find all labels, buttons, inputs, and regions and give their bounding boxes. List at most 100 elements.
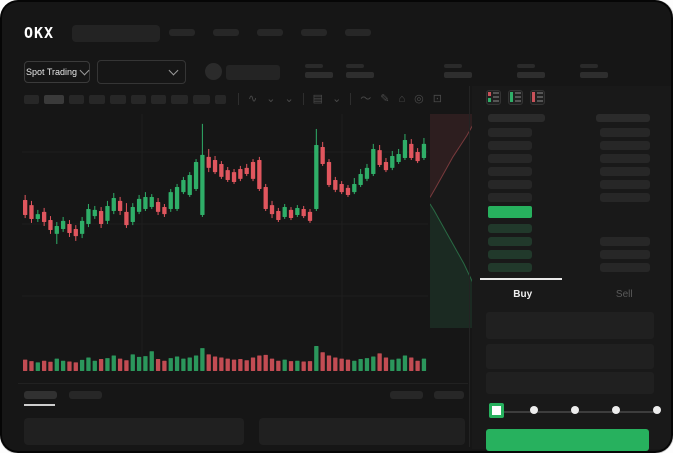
volume-bar	[377, 353, 382, 371]
timeframe-button[interactable]	[215, 95, 226, 104]
slider-step-dot[interactable]	[653, 406, 661, 414]
volume-bar	[225, 358, 230, 371]
depth-asks-area	[430, 114, 480, 198]
timeframe-button[interactable]	[69, 95, 84, 104]
ask-row-amount-placeholder[interactable]	[600, 193, 650, 202]
order-input-placeholder[interactable]	[486, 372, 654, 394]
volume-bar	[415, 360, 420, 371]
bid-row-amount-placeholder[interactable]	[600, 250, 650, 259]
timeframe-button[interactable]	[131, 95, 146, 104]
ask-row-price-placeholder[interactable]	[488, 128, 532, 137]
ask-row-price-placeholder[interactable]	[488, 167, 532, 176]
draw-tool-icon[interactable]: ✎	[380, 93, 390, 105]
orders-tab-active[interactable]	[24, 391, 57, 399]
ask-row-price-placeholder[interactable]	[488, 141, 532, 150]
volume-bar	[98, 359, 104, 371]
candle-body	[409, 143, 414, 158]
ask-row-amount-placeholder[interactable]	[600, 128, 650, 137]
bid-row-price-placeholder[interactable]	[488, 237, 532, 246]
orderbook-asks-icon[interactable]	[530, 90, 545, 105]
slider-step-dot[interactable]	[571, 406, 579, 414]
indicators-icon[interactable]: ▤	[312, 93, 324, 105]
timeframe-button[interactable]	[110, 95, 126, 104]
chart-type-chevron-icon[interactable]: ⌄	[266, 93, 276, 105]
volume-bar	[212, 356, 218, 371]
timeframe-button[interactable]	[44, 95, 64, 104]
candle-body	[377, 150, 382, 166]
bid-row-price-placeholder[interactable]	[488, 263, 532, 272]
stat-value-placeholder	[346, 72, 374, 78]
timeframe-button[interactable]	[151, 95, 166, 104]
nav-item-placeholder[interactable]	[345, 29, 371, 36]
ask-row-price-placeholder[interactable]	[488, 193, 532, 202]
slider-step-dot[interactable]	[612, 406, 620, 414]
ask-row-amount-placeholder[interactable]	[600, 180, 650, 189]
volume-bar	[35, 362, 40, 371]
market-type-dropdown[interactable]: Spot Trading	[24, 61, 90, 83]
global-search-input[interactable]	[72, 25, 160, 42]
chart-settings-icon[interactable]: ◎	[414, 93, 424, 105]
volume-bar	[314, 346, 319, 371]
bid-row-amount-placeholder[interactable]	[600, 263, 650, 272]
line-tool-icon[interactable]: 〜	[360, 93, 372, 105]
timeframe-button[interactable]	[24, 95, 39, 104]
volume-bar	[48, 361, 53, 371]
ask-row-amount-placeholder[interactable]	[600, 154, 650, 163]
candle-body	[73, 229, 78, 237]
candle-body	[402, 139, 408, 158]
orderbook-header-placeholder	[596, 114, 650, 122]
orders-filter-placeholder[interactable]	[390, 391, 423, 399]
chart-type-icon[interactable]: ∿	[248, 93, 258, 105]
volume-bar	[54, 358, 59, 371]
compare-chevron-icon[interactable]: ⌄	[284, 93, 294, 105]
ask-row-amount-placeholder[interactable]	[600, 141, 650, 150]
orderbook-combined-icon[interactable]	[486, 90, 501, 105]
nav-item-placeholder[interactable]	[257, 29, 283, 36]
volume-bar	[383, 357, 389, 371]
slider-step-dot[interactable]	[530, 406, 538, 414]
orderbook-bids-icon[interactable]	[508, 90, 523, 105]
tab-sell[interactable]: Sell	[615, 289, 633, 300]
depth-chart[interactable]	[429, 113, 481, 328]
last-price-badge[interactable]	[488, 206, 532, 218]
volume-bar	[307, 361, 313, 371]
order-input-placeholder[interactable]	[486, 312, 654, 339]
ask-row-amount-placeholder[interactable]	[600, 167, 650, 176]
fullscreen-icon[interactable]: ⊡	[432, 93, 442, 105]
bid-row-price-placeholder[interactable]	[488, 224, 532, 233]
candle-body	[269, 205, 275, 215]
buy-submit-button[interactable]	[486, 429, 649, 451]
volume-bar	[79, 359, 85, 371]
candle-body	[181, 180, 186, 193]
timeframe-button[interactable]	[89, 95, 105, 104]
bid-row-price-placeholder[interactable]	[488, 250, 532, 259]
screenshot-icon[interactable]: ⌂	[398, 93, 406, 105]
candle-body	[155, 202, 161, 212]
order-input-placeholder[interactable]	[486, 344, 654, 369]
vertical-divider	[469, 86, 470, 447]
nav-item-placeholder[interactable]	[213, 29, 239, 36]
stat-label-placeholder	[444, 64, 462, 68]
indicators-chevron-icon[interactable]: ⌄	[332, 93, 342, 105]
okx-logo[interactable]: OKX	[24, 24, 55, 42]
timeframe-button[interactable]	[171, 95, 188, 104]
ask-row-price-placeholder[interactable]	[488, 154, 532, 163]
timeframe-button[interactable]	[193, 95, 210, 104]
volume-bar	[105, 358, 110, 371]
stat-value-placeholder	[580, 72, 608, 78]
tab-buy[interactable]: Buy	[472, 278, 574, 306]
volume-bar	[244, 360, 249, 371]
ask-row-price-placeholder[interactable]	[488, 180, 532, 189]
candle-body	[117, 200, 123, 212]
bid-row-amount-placeholder[interactable]	[600, 237, 650, 246]
market-type-label: Spot Trading	[25, 67, 78, 77]
price-chart[interactable]	[22, 114, 428, 376]
candle-body	[67, 224, 72, 234]
pair-selector-dropdown[interactable]	[97, 60, 186, 84]
nav-item-placeholder[interactable]	[169, 29, 195, 36]
orders-tab-secondary[interactable]	[69, 391, 102, 399]
slider-handle[interactable]	[489, 403, 504, 418]
volume-bar	[333, 357, 338, 371]
orders-action-placeholder[interactable]	[434, 391, 464, 399]
nav-item-placeholder[interactable]	[301, 29, 327, 36]
